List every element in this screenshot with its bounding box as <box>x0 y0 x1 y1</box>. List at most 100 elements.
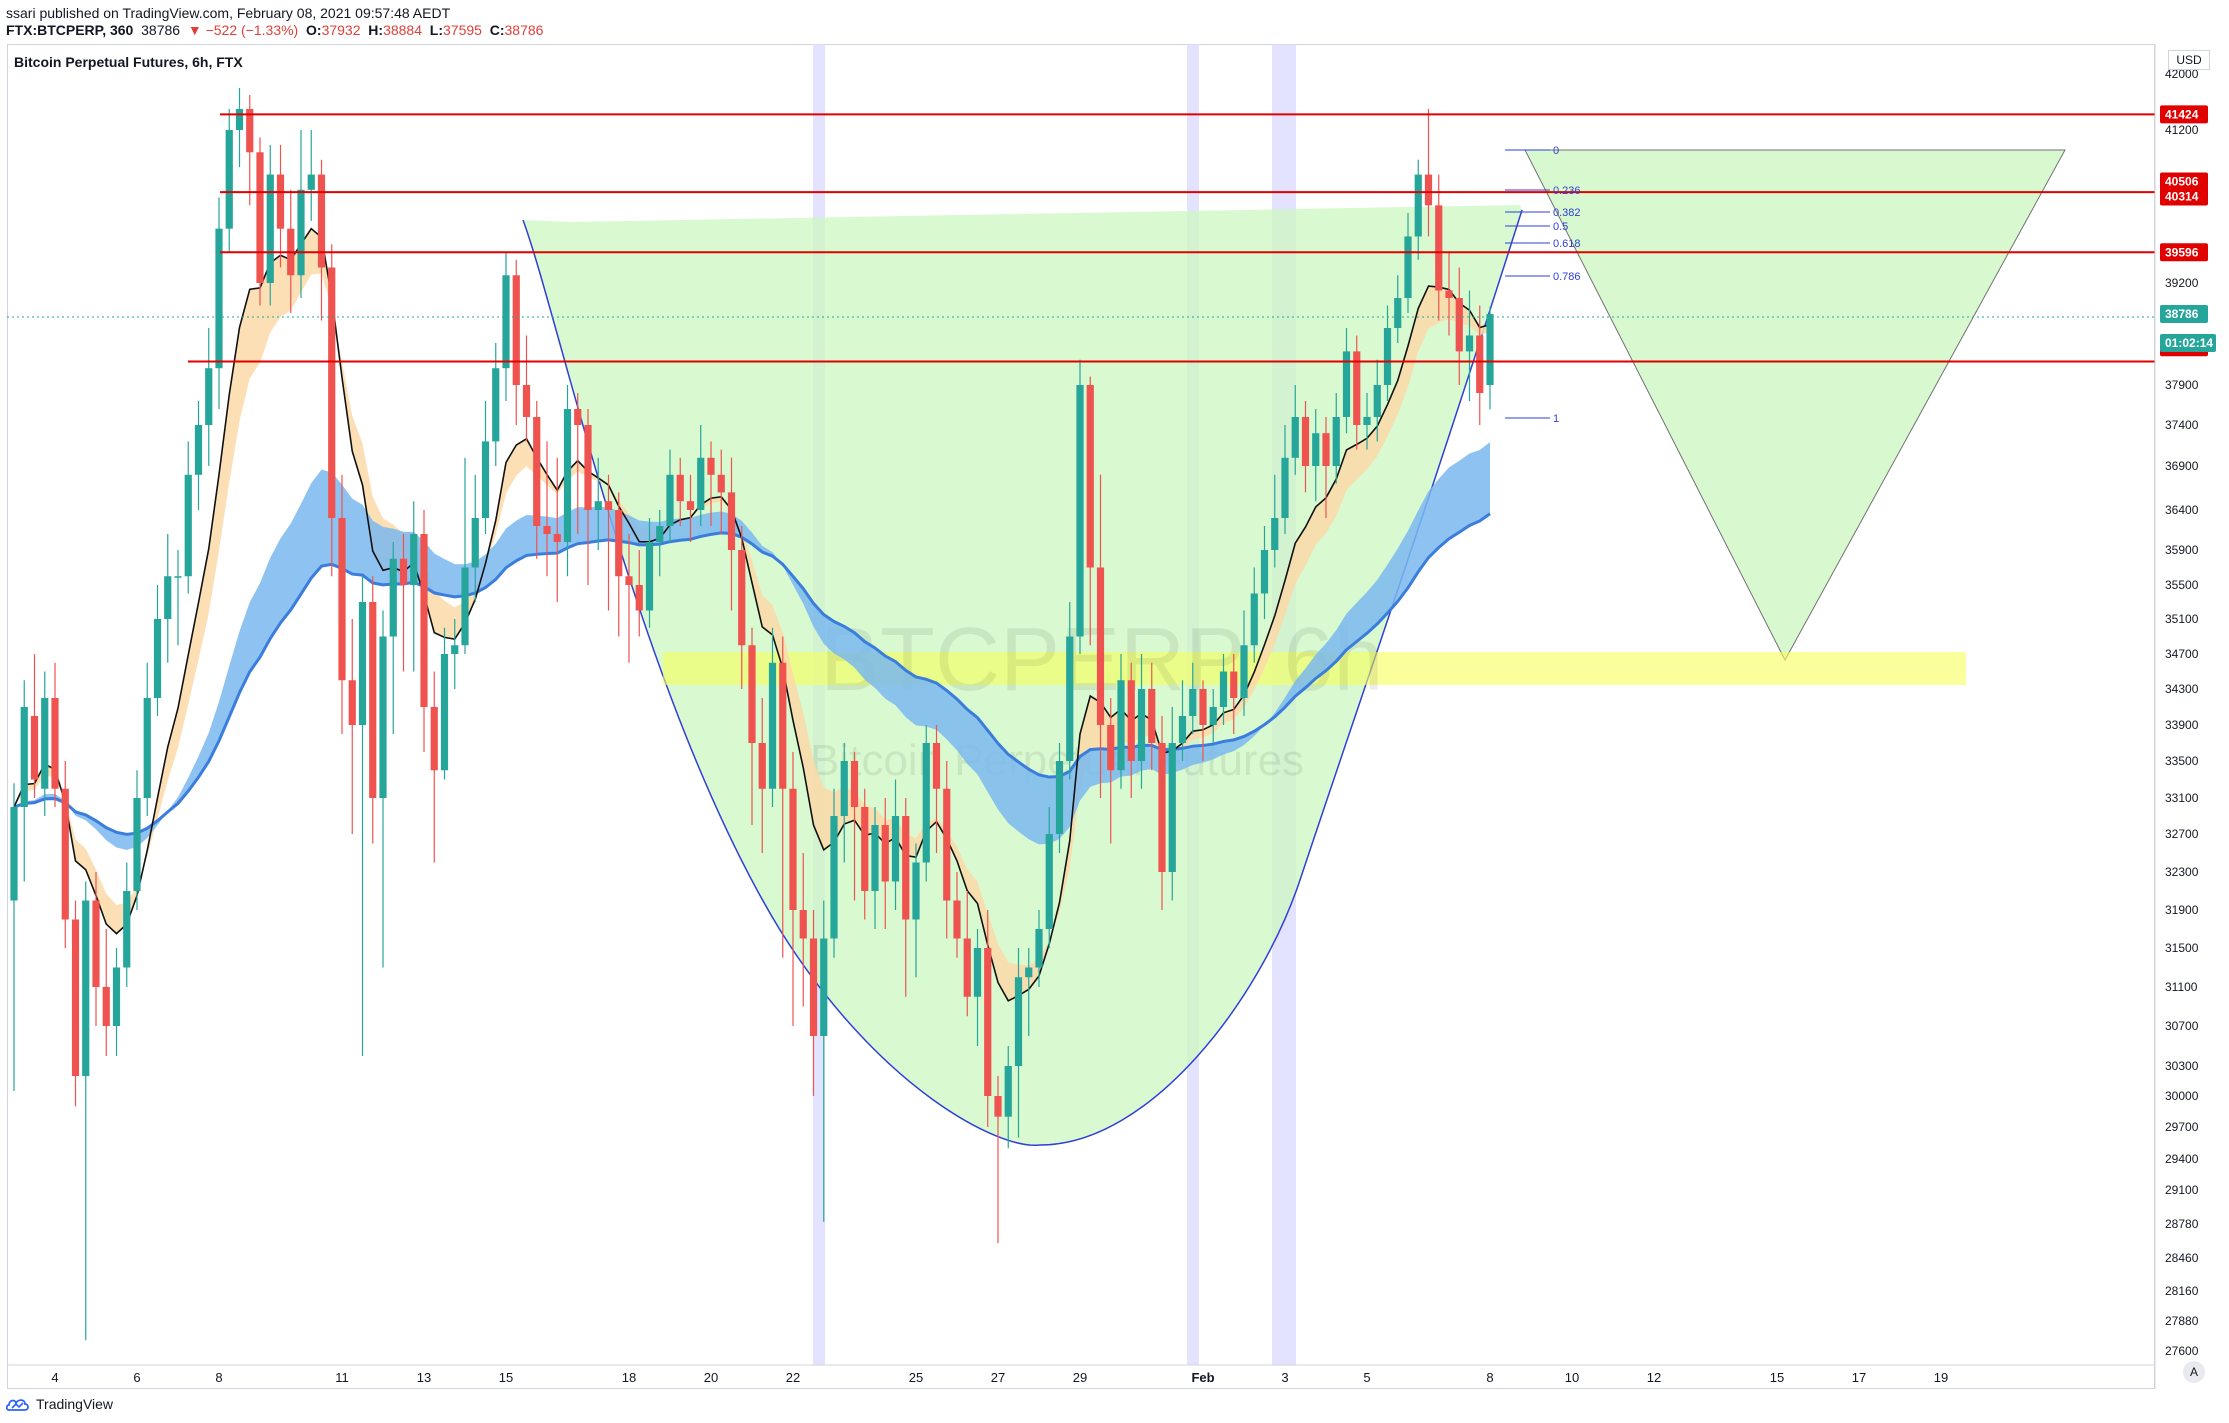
time-tick-label: 15 <box>1770 1370 1784 1385</box>
fib-level-label: 0.618 <box>1553 238 1581 250</box>
price-tag-label: 41424 <box>2165 107 2199 121</box>
price-tick-label: 33100 <box>2165 791 2199 805</box>
fib-level-label: 0.786 <box>1553 271 1581 283</box>
candle-down <box>574 409 582 425</box>
candle-up <box>389 558 397 637</box>
candle-down <box>943 788 951 901</box>
price-tick-label: 32700 <box>2165 827 2199 841</box>
close-value: 38786 <box>504 22 544 38</box>
candle-down <box>543 526 551 534</box>
target-triangle <box>1524 149 2066 662</box>
price-tag <box>2160 172 2208 191</box>
auto-scale-button[interactable]: A <box>2183 1361 2205 1383</box>
candle-down <box>809 938 818 1036</box>
price-tick-label: 28160 <box>2165 1284 2199 1298</box>
price-tick-label: 35500 <box>2165 578 2199 592</box>
candle-down <box>881 825 889 882</box>
candle-up <box>82 900 90 1076</box>
tradingview-logo[interactable]: TradingView <box>6 1396 113 1412</box>
candle-down <box>902 816 910 920</box>
low-label: L: <box>429 22 443 38</box>
candle-up <box>194 425 203 475</box>
candle-up <box>656 526 664 542</box>
candle-up <box>481 441 490 518</box>
candle-up <box>492 368 500 442</box>
candle-up <box>1025 967 1033 978</box>
candle-down <box>512 275 520 385</box>
price-tick-label: 33500 <box>2165 754 2199 768</box>
candle-down <box>799 910 807 939</box>
candle-up <box>358 602 367 725</box>
candle-down <box>1424 174 1433 206</box>
candle-up <box>912 862 920 920</box>
candle-up <box>697 457 705 510</box>
price-tag <box>2160 305 2208 324</box>
candle-up <box>922 743 930 863</box>
price-tick-label: 36400 <box>2165 503 2199 517</box>
candle-up <box>10 807 18 901</box>
time-tick-label: 17 <box>1852 1370 1866 1385</box>
price-tag-label: 40506 <box>2165 175 2199 189</box>
price-tick-label: 42000 <box>2165 67 2199 81</box>
candle-down <box>1086 385 1094 568</box>
candle-up <box>1260 550 1269 594</box>
price-tick-label: 34700 <box>2165 647 2199 661</box>
candle-down <box>850 761 859 807</box>
candle-down <box>1148 689 1156 743</box>
candle-up <box>123 891 131 968</box>
price-tick-label: 36900 <box>2165 459 2199 473</box>
candle-up <box>1394 298 1402 328</box>
time-tick-label: 12 <box>1647 1370 1661 1385</box>
candle-up <box>410 534 418 585</box>
currency-label[interactable]: USD <box>2168 50 2210 70</box>
time-tick-label: 8 <box>1486 1370 1493 1385</box>
time-tick-label: 19 <box>1934 1370 1948 1385</box>
price-tag <box>2160 105 2208 124</box>
candle-down <box>717 474 725 493</box>
candle-up <box>1168 743 1176 872</box>
candle-up <box>1414 174 1422 237</box>
candle-down <box>420 534 428 707</box>
candle-down <box>61 788 69 920</box>
candle-down <box>1301 417 1310 466</box>
candle-down <box>71 919 80 1076</box>
candle-down <box>1455 298 1463 352</box>
candle-down <box>932 743 941 789</box>
candle-down <box>758 743 766 789</box>
candle-down <box>1230 671 1238 698</box>
price-tag-label: 40314 <box>2165 189 2199 203</box>
price-tag-label: 38786 <box>2165 307 2199 321</box>
candle-down <box>789 788 797 910</box>
candle-up <box>1373 385 1381 417</box>
candle-down <box>51 698 59 789</box>
price-tag <box>2160 187 2208 206</box>
candle-up <box>1281 457 1289 518</box>
candle-up <box>1486 314 1494 385</box>
price-tick-label: 28460 <box>2165 1251 2199 1265</box>
candle-down <box>984 948 992 1096</box>
price-tick-label: 39200 <box>2165 276 2199 290</box>
tradingview-brand: TradingView <box>36 1396 114 1412</box>
price-tick-label: 30700 <box>2165 1019 2199 1033</box>
time-tick-label: 8 <box>215 1370 222 1385</box>
candle-down <box>1322 433 1330 466</box>
candle-down <box>738 550 746 646</box>
candle-down <box>533 417 541 526</box>
time-tick-label: 13 <box>417 1370 431 1385</box>
fib-level-label: 0 <box>1553 145 1559 157</box>
candle-up <box>840 761 848 816</box>
candle-up <box>1240 645 1248 698</box>
fib-level-label: 0.382 <box>1553 207 1581 219</box>
symbol-label[interactable]: FTX:BTCPERP, 360 <box>6 22 134 38</box>
candle-up <box>174 576 182 578</box>
candle-up <box>225 130 233 229</box>
price-tick-label: 37900 <box>2165 378 2199 392</box>
fib-level-label: 0.236 <box>1553 185 1581 197</box>
candle-down <box>369 602 377 798</box>
candle-down <box>256 152 264 283</box>
candle-down <box>102 987 110 1026</box>
candle-up <box>1117 680 1125 771</box>
time-tick-label: 10 <box>1565 1370 1579 1385</box>
high-label: H: <box>368 22 384 38</box>
